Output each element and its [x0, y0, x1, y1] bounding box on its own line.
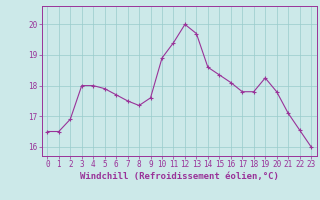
X-axis label: Windchill (Refroidissement éolien,°C): Windchill (Refroidissement éolien,°C)	[80, 172, 279, 181]
